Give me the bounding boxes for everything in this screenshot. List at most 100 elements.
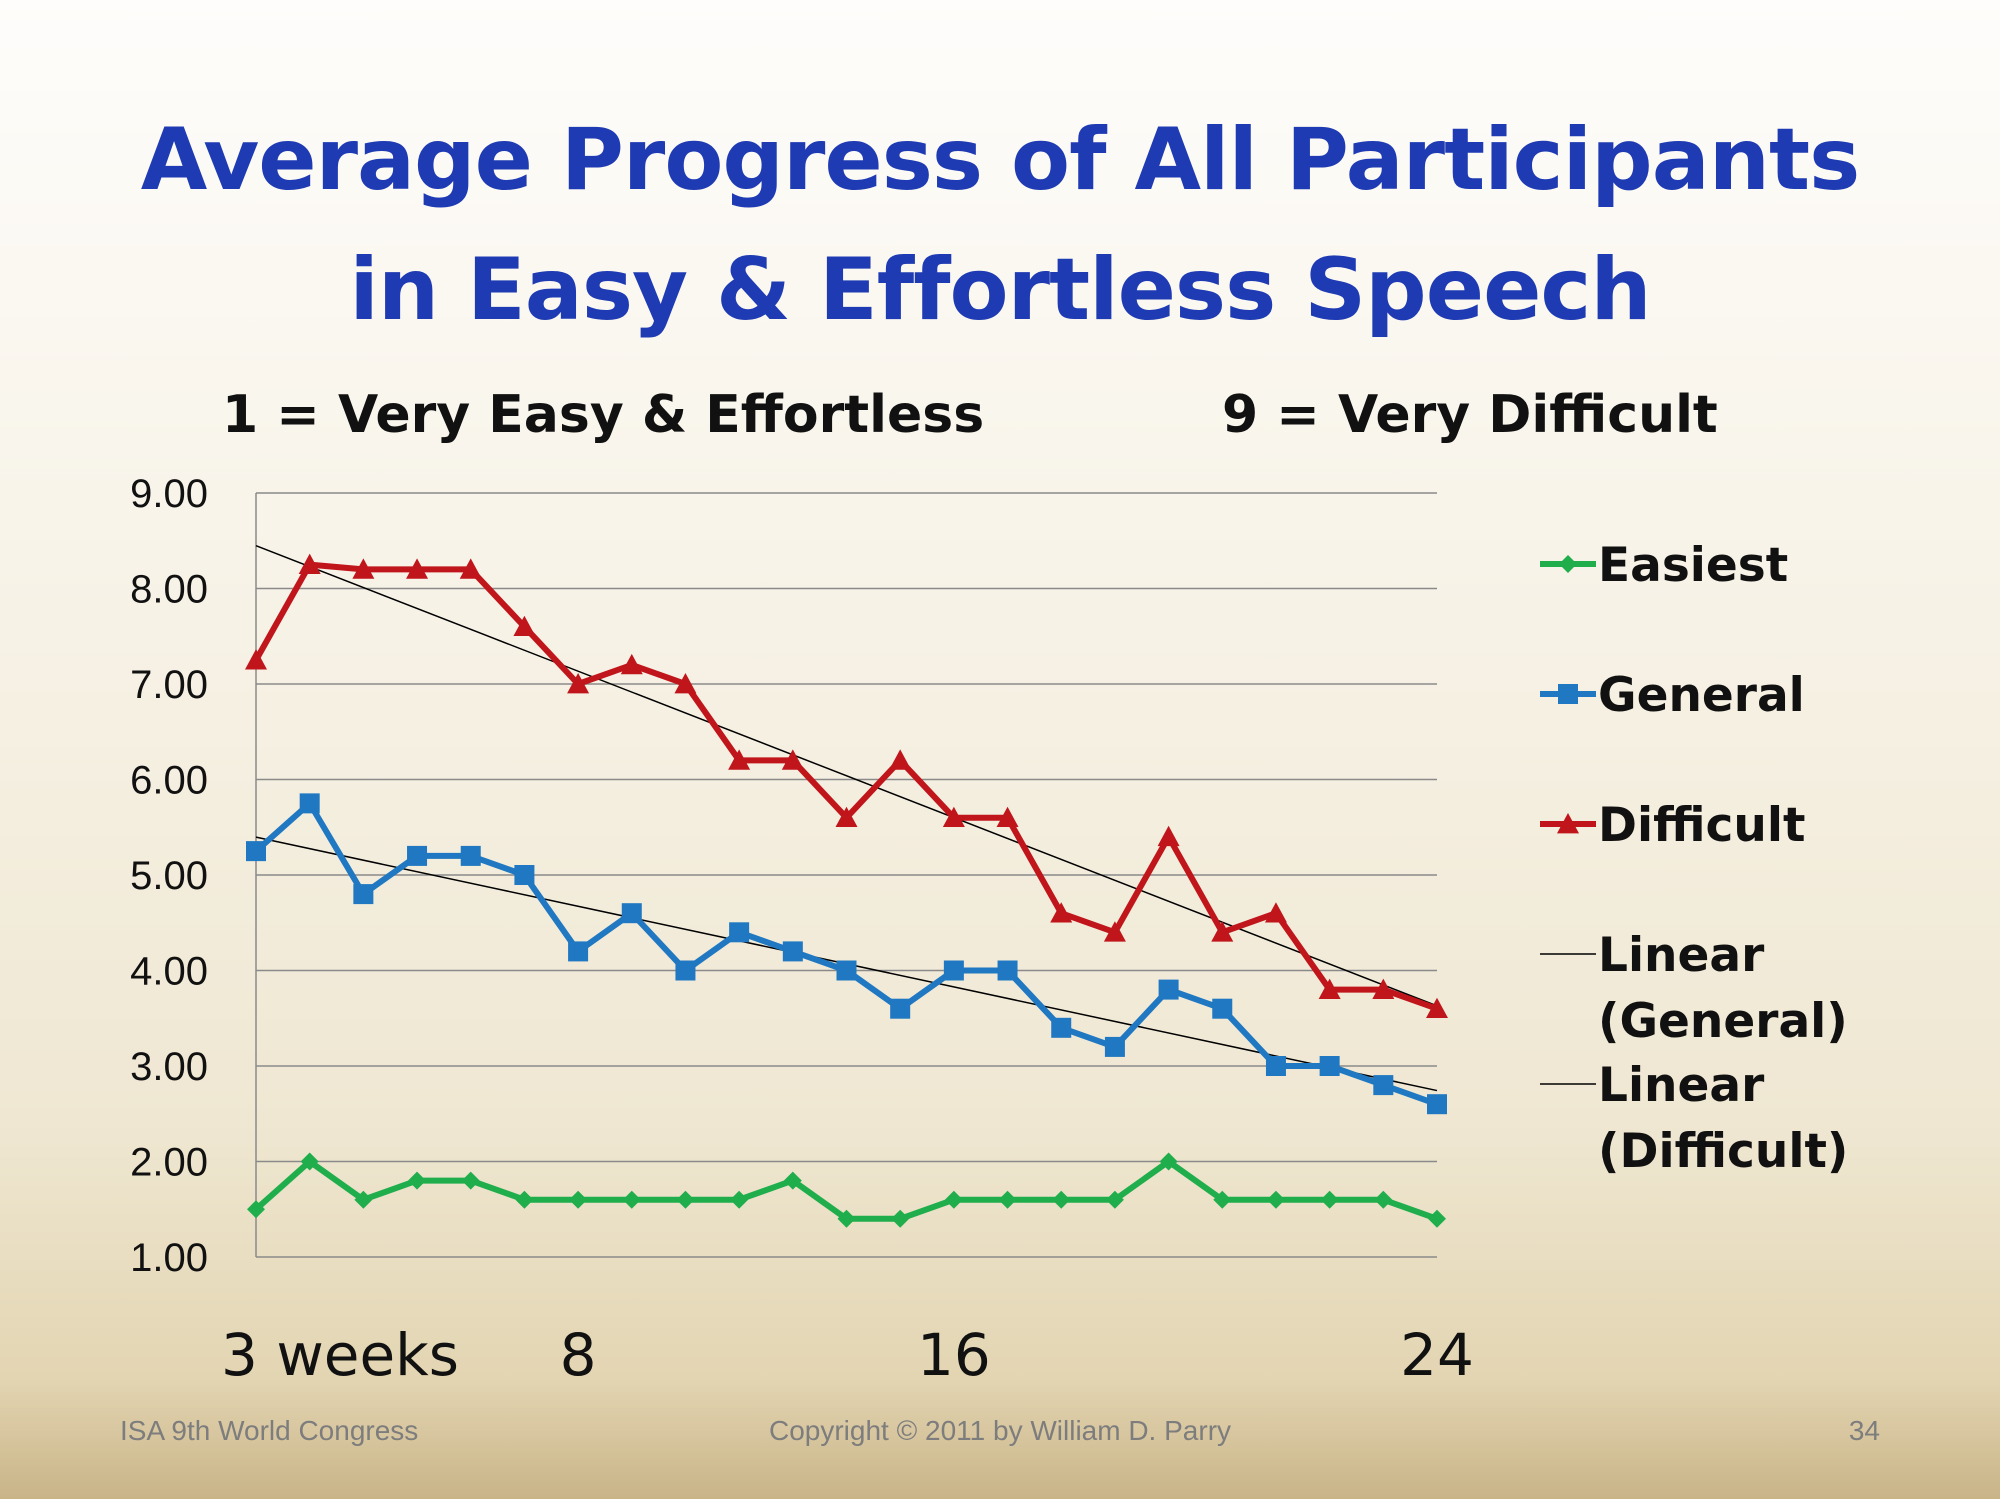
data-point-difficult bbox=[889, 749, 912, 770]
data-point-easiest bbox=[1105, 1190, 1124, 1209]
axis-layer: 1.00 2.00 3.00 4.00 5.00 6.00 7.00 8.00 9.00 3 we… bbox=[130, 472, 1474, 1389]
data-point-easiest bbox=[515, 1190, 534, 1209]
data-point-difficult bbox=[1050, 902, 1073, 923]
x-tick-label: 24 bbox=[1400, 1321, 1474, 1389]
footer-event: ISA 9th World Congress bbox=[120, 1415, 419, 1446]
scale-label-difficult: 9 = Very Difficult bbox=[1222, 385, 1718, 445]
data-point-difficult bbox=[298, 553, 321, 574]
data-point-easiest bbox=[300, 1152, 319, 1171]
data-point-easiest bbox=[998, 1190, 1017, 1209]
y-tick-label: 3.00 bbox=[130, 1045, 208, 1089]
data-point-difficult bbox=[728, 749, 751, 770]
data-point-general bbox=[568, 941, 589, 962]
legend-label-difficult: Difficult bbox=[1598, 798, 1805, 853]
data-point-easiest bbox=[676, 1190, 695, 1209]
data-point-general bbox=[246, 841, 266, 862]
data-point-general bbox=[460, 845, 481, 866]
legend-label-linear-difficult: Linear bbox=[1598, 1058, 1765, 1113]
data-point-general bbox=[1319, 1056, 1340, 1076]
data-point-difficult bbox=[352, 558, 375, 579]
data-point-general bbox=[1158, 979, 1179, 1000]
data-point-general bbox=[1373, 1075, 1394, 1096]
data-point-difficult bbox=[1157, 825, 1180, 847]
series-layer bbox=[245, 553, 1448, 1228]
legend-label-easiest: Easiest bbox=[1598, 538, 1788, 593]
data-point-general bbox=[782, 941, 803, 962]
footer-copyright: Copyright © 2011 by William D. Parry bbox=[768, 1415, 1232, 1446]
data-point-difficult bbox=[1103, 921, 1126, 942]
data-point-difficult bbox=[1264, 902, 1287, 923]
title-line-1: Average Progress of All Participants bbox=[140, 110, 1861, 210]
data-point-easiest bbox=[730, 1190, 749, 1209]
data-point-easiest bbox=[461, 1171, 480, 1190]
y-tick-label: 6.00 bbox=[130, 759, 208, 803]
data-point-easiest bbox=[569, 1190, 588, 1209]
data-point-easiest bbox=[944, 1190, 963, 1209]
legend-label-linear-difficult-cont: (Difficult) bbox=[1598, 1124, 1848, 1179]
x-tick-label: 3 weeks bbox=[221, 1321, 459, 1389]
data-point-difficult bbox=[835, 806, 858, 828]
legend-label-general: General bbox=[1598, 668, 1805, 723]
data-point-general bbox=[621, 903, 642, 924]
trendline-difficult bbox=[255, 544, 1438, 1007]
data-point-general bbox=[729, 922, 750, 943]
y-tick-label: 4.00 bbox=[130, 950, 208, 994]
data-point-difficult bbox=[781, 749, 804, 770]
data-point-easiest bbox=[837, 1209, 856, 1228]
y-tick-label: 9.00 bbox=[130, 472, 208, 516]
data-point-easiest bbox=[408, 1171, 427, 1190]
y-tick-label: 5.00 bbox=[130, 854, 208, 898]
data-point-general bbox=[1265, 1056, 1286, 1076]
data-point-easiest bbox=[1428, 1209, 1446, 1228]
data-point-difficult bbox=[1211, 921, 1234, 942]
data-point-general bbox=[836, 960, 857, 981]
slide-title: Average Progress of All Participants in … bbox=[0, 95, 2000, 355]
data-point-easiest bbox=[247, 1200, 265, 1219]
legend-marker-general bbox=[1558, 684, 1578, 704]
x-tick-label: 16 bbox=[917, 1321, 991, 1389]
series-line-general bbox=[254, 800, 1439, 1108]
data-point-difficult bbox=[942, 806, 965, 828]
data-point-general bbox=[1427, 1094, 1447, 1115]
legend-label-linear-general: Linear bbox=[1598, 928, 1765, 983]
legend-marker-easiest bbox=[1559, 555, 1577, 573]
scale-label-easy: 1 = Very Easy & Effortless bbox=[222, 385, 985, 445]
data-point-easiest bbox=[1266, 1190, 1285, 1209]
data-point-difficult bbox=[1426, 997, 1448, 1019]
slide-number: 34 bbox=[1848, 1415, 1880, 1446]
data-point-easiest bbox=[891, 1209, 910, 1228]
legend: Easiest General Difficult Linear (General) Li… bbox=[1540, 538, 1848, 1179]
data-point-easiest bbox=[622, 1190, 641, 1209]
data-point-difficult bbox=[1318, 978, 1341, 999]
data-point-difficult bbox=[567, 673, 590, 694]
data-point-general bbox=[890, 998, 911, 1019]
data-point-difficult bbox=[996, 806, 1019, 828]
data-point-general bbox=[675, 960, 696, 981]
data-point-general bbox=[299, 793, 320, 814]
data-point-easiest bbox=[1052, 1190, 1071, 1209]
data-point-difficult bbox=[1372, 978, 1395, 999]
x-tick-label: 8 bbox=[560, 1321, 597, 1389]
data-point-difficult bbox=[459, 558, 482, 579]
y-tick-label: 2.00 bbox=[130, 1141, 208, 1185]
data-point-general bbox=[353, 884, 374, 905]
data-point-easiest bbox=[1213, 1190, 1232, 1209]
data-point-general bbox=[943, 960, 964, 981]
data-point-easiest bbox=[783, 1171, 802, 1190]
data-point-general bbox=[1051, 1017, 1072, 1038]
y-tick-label: 1.00 bbox=[130, 1236, 208, 1280]
grid-layer bbox=[256, 492, 1437, 1258]
data-point-general bbox=[514, 865, 535, 885]
data-point-difficult bbox=[674, 673, 697, 694]
data-point-difficult bbox=[513, 615, 536, 637]
series-line-difficult bbox=[253, 561, 1439, 1012]
data-point-easiest bbox=[1159, 1152, 1178, 1171]
data-point-difficult bbox=[406, 558, 429, 579]
data-point-easiest bbox=[354, 1190, 373, 1209]
data-point-difficult bbox=[620, 653, 643, 675]
title-line-2: in Easy & Effortless Speech bbox=[349, 240, 1651, 340]
data-point-general bbox=[1212, 998, 1233, 1019]
data-point-general bbox=[407, 845, 428, 866]
legend-label-linear-general-cont: (General) bbox=[1598, 994, 1848, 1049]
